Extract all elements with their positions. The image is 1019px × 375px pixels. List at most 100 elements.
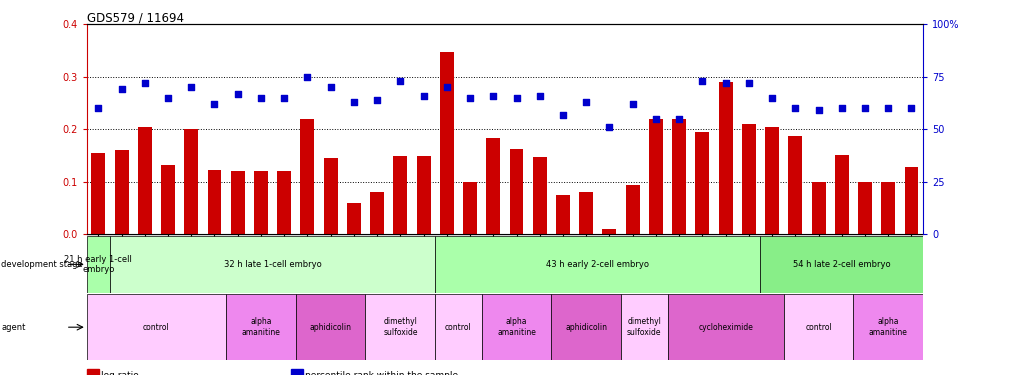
Bar	[783, 294, 853, 360]
Point	[113, 87, 129, 93]
Text: log ratio: log ratio	[101, 370, 139, 375]
Text: alpha
amanitine: alpha amanitine	[496, 318, 535, 337]
Bar	[92, 153, 105, 234]
Point	[624, 101, 640, 107]
Point	[879, 105, 896, 111]
Point	[833, 105, 849, 111]
Bar	[296, 294, 365, 360]
Bar	[834, 154, 848, 234]
Point	[415, 93, 431, 99]
Bar	[741, 124, 755, 234]
Point	[485, 93, 501, 99]
Text: development stage: development stage	[1, 260, 83, 269]
Bar	[435, 294, 481, 360]
Point	[299, 74, 315, 80]
Bar	[625, 184, 639, 234]
Point	[787, 105, 803, 111]
Point	[253, 95, 269, 101]
Point	[554, 112, 571, 118]
Bar	[323, 158, 337, 234]
Point	[160, 95, 176, 101]
Bar	[510, 149, 523, 234]
Bar	[416, 156, 430, 234]
Text: 21 h early 1-cell
embryo: 21 h early 1-cell embryo	[64, 255, 132, 274]
Text: GDS579 / 11694: GDS579 / 11694	[87, 11, 183, 24]
Bar	[904, 167, 917, 234]
Point	[763, 95, 780, 101]
Point	[671, 116, 687, 122]
Point	[392, 78, 409, 84]
Bar	[435, 236, 760, 292]
Bar	[579, 192, 593, 234]
Text: 43 h early 2-cell embryo: 43 h early 2-cell embryo	[546, 260, 649, 269]
Point	[183, 84, 200, 90]
Bar	[439, 52, 453, 234]
Bar	[760, 236, 922, 292]
Point	[462, 95, 478, 101]
Point	[716, 80, 733, 86]
Bar	[602, 229, 615, 234]
Bar	[393, 156, 407, 234]
Bar	[277, 171, 290, 234]
Point	[438, 84, 454, 90]
Bar	[207, 170, 221, 234]
Point	[90, 105, 106, 111]
Bar	[551, 294, 621, 360]
Bar	[230, 171, 245, 234]
Point	[206, 101, 222, 107]
Point	[507, 95, 524, 101]
Bar	[481, 294, 551, 360]
Bar	[666, 294, 783, 360]
Bar	[365, 294, 435, 360]
Bar	[138, 127, 152, 234]
Text: control: control	[444, 322, 472, 332]
Bar	[880, 182, 895, 234]
Bar	[301, 119, 314, 234]
Bar	[672, 119, 686, 234]
Point	[276, 95, 292, 101]
Point	[531, 93, 547, 99]
Bar	[463, 182, 477, 234]
Bar	[811, 182, 824, 234]
Text: aphidicolin: aphidicolin	[310, 322, 352, 332]
Point	[137, 80, 153, 86]
Bar	[853, 294, 922, 360]
Bar	[648, 119, 662, 234]
Bar	[764, 127, 779, 234]
Bar	[114, 150, 128, 234]
Bar	[718, 82, 732, 234]
Bar	[788, 136, 802, 234]
Bar	[532, 157, 546, 234]
Point	[694, 78, 710, 84]
Text: alpha
amanitine: alpha amanitine	[242, 318, 280, 337]
Text: control: control	[804, 322, 832, 332]
Bar	[555, 195, 570, 234]
Text: 32 h late 1-cell embryo: 32 h late 1-cell embryo	[223, 260, 321, 269]
Bar	[695, 132, 708, 234]
Point	[601, 124, 618, 130]
Bar	[621, 294, 666, 360]
Text: control: control	[143, 322, 169, 332]
Point	[322, 84, 338, 90]
Point	[903, 105, 919, 111]
Text: aphidicolin: aphidicolin	[565, 322, 606, 332]
Text: cycloheximide: cycloheximide	[697, 322, 752, 332]
Text: percentile rank within the sample: percentile rank within the sample	[305, 370, 458, 375]
Bar	[370, 192, 384, 234]
Bar	[254, 171, 268, 234]
Text: dimethyl
sulfoxide: dimethyl sulfoxide	[627, 318, 661, 337]
Bar	[87, 294, 226, 360]
Point	[578, 99, 594, 105]
Bar	[346, 203, 361, 234]
Bar	[87, 236, 110, 292]
Bar	[857, 182, 871, 234]
Text: agent: agent	[1, 322, 25, 332]
Point	[647, 116, 663, 122]
Bar	[161, 165, 175, 234]
Bar	[184, 129, 198, 234]
Text: dimethyl
sulfoxide: dimethyl sulfoxide	[383, 318, 417, 337]
Point	[810, 108, 826, 114]
Bar	[486, 138, 499, 234]
Text: alpha
amanitine: alpha amanitine	[868, 318, 907, 337]
Bar	[226, 294, 296, 360]
